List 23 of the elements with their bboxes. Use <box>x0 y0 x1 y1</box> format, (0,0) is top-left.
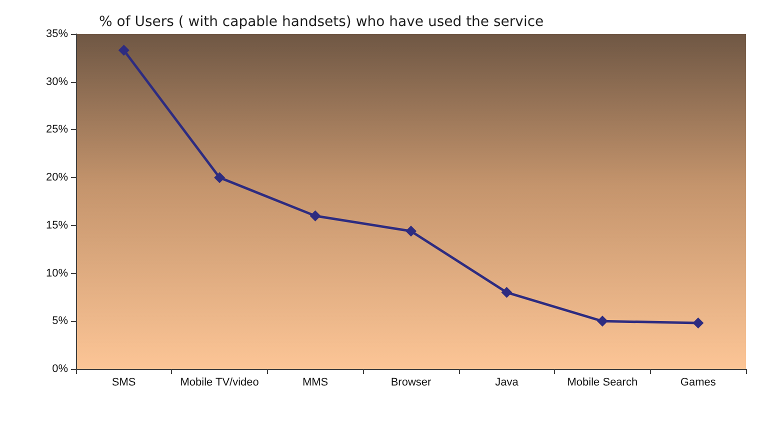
y-tick-label: 20% <box>46 172 68 184</box>
point <box>692 318 704 329</box>
point <box>596 316 608 327</box>
y-tick-label: 10% <box>46 267 68 280</box>
y-tick-label: 35% <box>46 28 68 40</box>
chart-title: % of Users ( with capable handsets) who have used the service <box>99 14 544 30</box>
x-tick-label: Games <box>680 376 716 388</box>
x-tick-label: MMS <box>302 376 328 388</box>
x-tick-label: Mobile TV/video <box>180 376 259 388</box>
y-tick-label: 5% <box>52 315 68 328</box>
point <box>501 286 512 298</box>
point <box>406 226 416 237</box>
x-tick-label: Mobile Search <box>567 376 638 388</box>
x-tick-label: SMS <box>112 376 136 388</box>
point <box>214 172 226 184</box>
y-tick-label: 25% <box>46 124 68 136</box>
y-tick-label: 0% <box>52 363 68 375</box>
point <box>118 44 130 56</box>
x-tick-label: Java <box>495 376 520 388</box>
y-tick-label: 30% <box>46 76 68 88</box>
y-tick-label: 15% <box>46 219 68 232</box>
point <box>310 210 321 222</box>
x-tick-label: Browser <box>390 376 432 388</box>
